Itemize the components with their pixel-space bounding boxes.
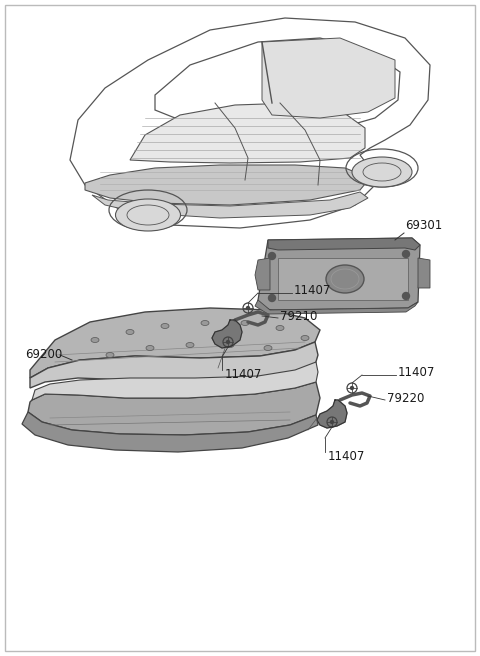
- FancyBboxPatch shape: [278, 258, 408, 300]
- Ellipse shape: [161, 323, 169, 329]
- Polygon shape: [317, 400, 347, 428]
- Polygon shape: [130, 103, 365, 163]
- Polygon shape: [268, 238, 420, 250]
- Circle shape: [268, 253, 276, 260]
- Ellipse shape: [276, 325, 284, 331]
- Ellipse shape: [146, 346, 154, 350]
- Text: 11407: 11407: [225, 368, 263, 381]
- Ellipse shape: [201, 321, 209, 325]
- Ellipse shape: [186, 342, 194, 348]
- Circle shape: [227, 340, 229, 344]
- Polygon shape: [92, 192, 368, 218]
- Ellipse shape: [264, 346, 272, 350]
- Circle shape: [403, 251, 409, 258]
- Polygon shape: [28, 382, 320, 435]
- Ellipse shape: [106, 352, 114, 358]
- Text: 11407: 11407: [294, 283, 331, 297]
- Circle shape: [350, 386, 353, 390]
- Text: 11407: 11407: [328, 450, 365, 463]
- Polygon shape: [255, 300, 418, 314]
- Circle shape: [268, 295, 276, 302]
- Ellipse shape: [126, 329, 134, 335]
- Polygon shape: [85, 165, 370, 205]
- Text: 69200: 69200: [25, 348, 62, 361]
- Polygon shape: [22, 412, 318, 452]
- Circle shape: [403, 293, 409, 300]
- Ellipse shape: [226, 342, 234, 348]
- Ellipse shape: [326, 265, 364, 293]
- Text: 11407: 11407: [398, 367, 435, 380]
- Polygon shape: [32, 362, 318, 400]
- Text: 79210: 79210: [280, 310, 317, 323]
- Polygon shape: [30, 308, 320, 378]
- Circle shape: [247, 306, 250, 310]
- Text: 69301: 69301: [405, 219, 442, 232]
- Ellipse shape: [91, 337, 99, 342]
- Polygon shape: [255, 258, 270, 290]
- Ellipse shape: [301, 335, 309, 340]
- Polygon shape: [258, 238, 420, 310]
- Polygon shape: [30, 342, 318, 388]
- Ellipse shape: [241, 321, 249, 325]
- Polygon shape: [212, 320, 242, 348]
- Ellipse shape: [352, 157, 412, 187]
- Polygon shape: [262, 38, 395, 118]
- Polygon shape: [418, 258, 430, 288]
- Text: 79220: 79220: [387, 392, 424, 405]
- Circle shape: [331, 420, 334, 424]
- Ellipse shape: [116, 199, 180, 231]
